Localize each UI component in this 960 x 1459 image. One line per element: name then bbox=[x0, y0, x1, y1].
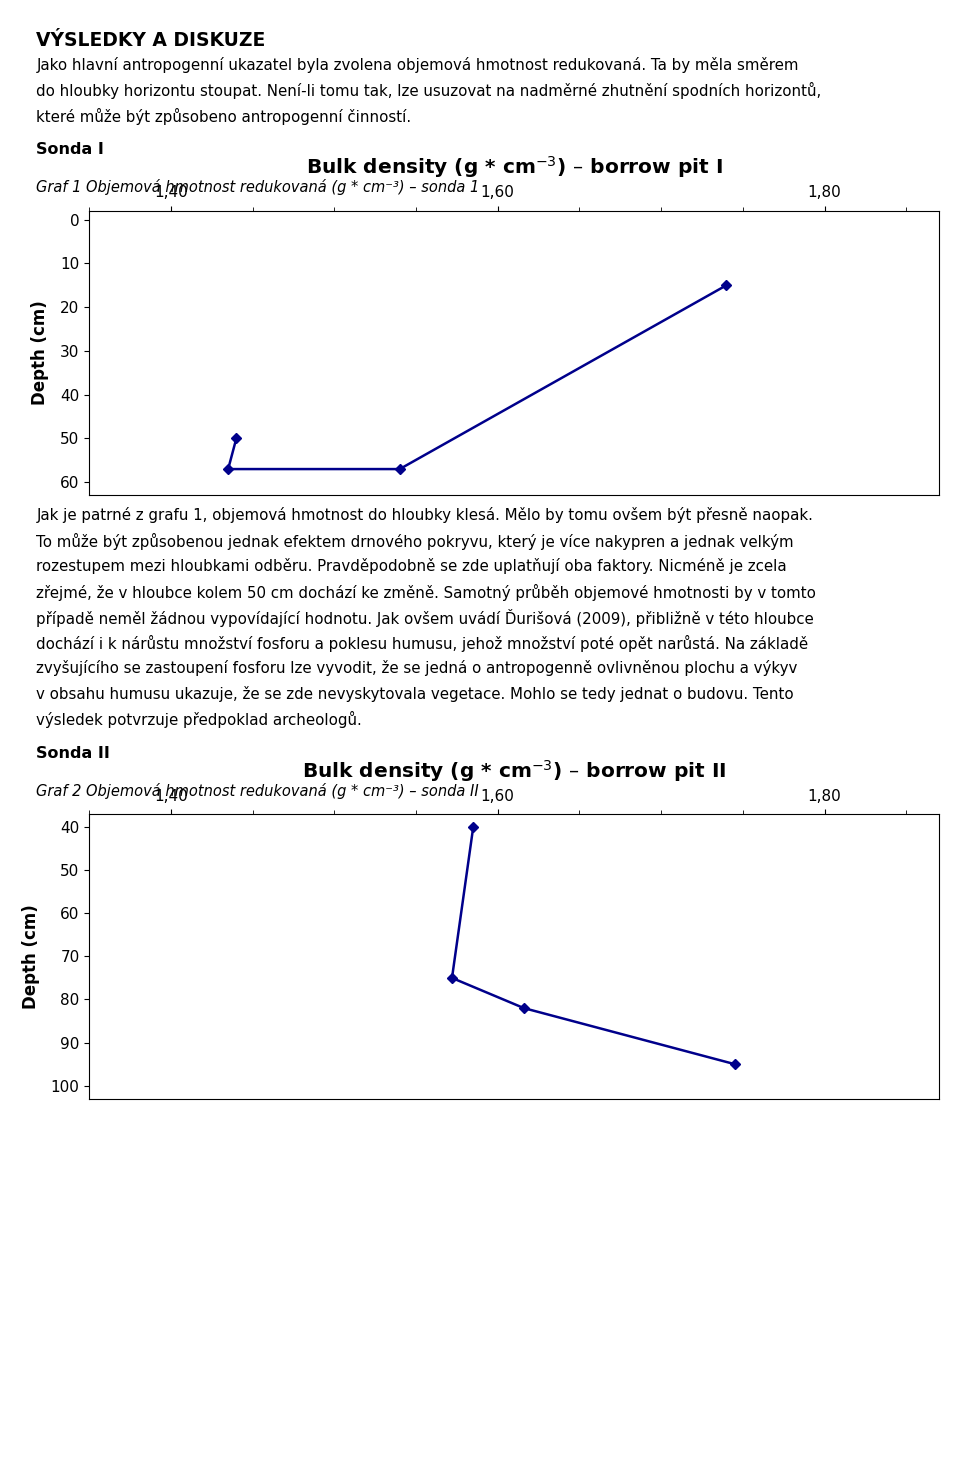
Y-axis label: Depth (cm): Depth (cm) bbox=[21, 905, 39, 1008]
Text: Jak je patrné z grafu 1, objemová hmotnost do hloubky klesá. Mělo by tomu ovšem : Jak je patrné z grafu 1, objemová hmotno… bbox=[36, 506, 813, 522]
Text: zvyšujícího se zastoupení fosforu lze vyvodit, že se jedná o antropogenně ovlivn: zvyšujícího se zastoupení fosforu lze vy… bbox=[36, 659, 798, 676]
Text: do hloubky horizontu stoupat. Není-li tomu tak, lze usuzovat na nadměrné zhutněn: do hloubky horizontu stoupat. Není-li to… bbox=[36, 82, 822, 99]
Text: případě neměl žádnou vypovídající hodnotu. Jak ovšem uvádí Ďurišová (2009), přib: případě neměl žádnou vypovídající hodnot… bbox=[36, 608, 814, 627]
Y-axis label: Depth (cm): Depth (cm) bbox=[31, 301, 49, 406]
Text: dochází i k nárůstu množství fosforu a poklesu humusu, jehož množství poté opět : dochází i k nárůstu množství fosforu a p… bbox=[36, 635, 808, 652]
Text: Graf 1 Objemová hmotnost redukovaná (g * cm⁻³) – sonda 1: Graf 1 Objemová hmotnost redukovaná (g *… bbox=[36, 179, 480, 196]
Text: zřejmé, že v hloubce kolem 50 cm dochází ke změně. Samotný průběh objemové hmotn: zřejmé, že v hloubce kolem 50 cm dochází… bbox=[36, 584, 816, 601]
Text: To může být způsobenou jednak efektem drnového pokryvu, který je více nakypren a: To může být způsobenou jednak efektem dr… bbox=[36, 533, 794, 550]
Text: výsledek potvrzuje předpoklad archeologů.: výsledek potvrzuje předpoklad archeologů… bbox=[36, 711, 362, 728]
Text: Jako hlavní antropogenní ukazatel byla zvolena objemová hmotnost redukovaná. Ta : Jako hlavní antropogenní ukazatel byla z… bbox=[36, 57, 799, 73]
Text: v obsahu humusu ukazuje, že se zde nevyskytovala vegetace. Mohlo se tedy jednat : v obsahu humusu ukazuje, že se zde nevys… bbox=[36, 686, 794, 702]
Title: Bulk density (g * cm$^{-3}$) – borrow pit I: Bulk density (g * cm$^{-3}$) – borrow pi… bbox=[305, 155, 723, 181]
Text: Graf 2 Objemová hmotnost redukovaná (g * cm⁻³) – sonda II: Graf 2 Objemová hmotnost redukovaná (g *… bbox=[36, 782, 479, 798]
Text: které může být způsobeno antropogenní činností.: které může být způsobeno antropogenní či… bbox=[36, 108, 412, 125]
Title: Bulk density (g * cm$^{-3}$) – borrow pit II: Bulk density (g * cm$^{-3}$) – borrow pi… bbox=[301, 757, 727, 783]
Text: rozestupem mezi hloubkami odběru. Pravděpodobně se zde uplatňují oba faktory. Ni: rozestupem mezi hloubkami odběru. Pravdě… bbox=[36, 557, 787, 573]
Text: Sonda I: Sonda I bbox=[36, 142, 105, 158]
Text: VÝSLEDKY A DISKUZE: VÝSLEDKY A DISKUZE bbox=[36, 31, 266, 51]
Text: Sonda II: Sonda II bbox=[36, 746, 110, 760]
